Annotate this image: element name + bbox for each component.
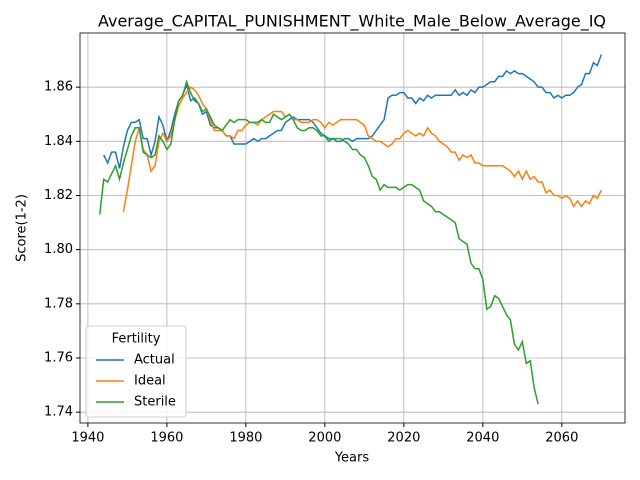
x-tick-label: 1980 xyxy=(229,431,262,446)
y-tick-label: 1.82 xyxy=(44,188,73,203)
y-tick-label: 1.76 xyxy=(44,351,73,366)
y-tick-label: 1.84 xyxy=(44,134,73,149)
chart-title: Average_CAPITAL_PUNISHMENT_White_Male_Be… xyxy=(98,12,606,32)
legend-box xyxy=(85,325,187,418)
y-tick-label: 1.80 xyxy=(44,242,73,257)
y-axis-label: Score(1-2) xyxy=(15,194,30,262)
y-tick-label: 1.78 xyxy=(44,296,73,311)
y-tick-label: 1.74 xyxy=(44,405,73,420)
y-tick-label: 1.86 xyxy=(44,80,73,95)
legend-label: Sterile xyxy=(134,395,176,410)
legend-label: Ideal xyxy=(134,374,166,389)
x-tick-label: 1960 xyxy=(150,431,183,446)
legend-title: Fertility xyxy=(112,332,161,347)
legend: Fertility Actual Ideal Sterile xyxy=(85,325,187,418)
x-tick-label: 2020 xyxy=(387,431,420,446)
series-line xyxy=(99,79,539,405)
x-tick-label: 1940 xyxy=(71,431,104,446)
x-tick-label: 2060 xyxy=(545,431,578,446)
x-axis-label: Years xyxy=(334,451,370,466)
series-line xyxy=(103,54,603,169)
plot-frame xyxy=(79,32,626,424)
series-line xyxy=(122,86,602,212)
legend-label: Actual xyxy=(134,353,175,368)
x-tick-label: 2040 xyxy=(466,431,499,446)
x-tick-label: 2000 xyxy=(308,431,341,446)
